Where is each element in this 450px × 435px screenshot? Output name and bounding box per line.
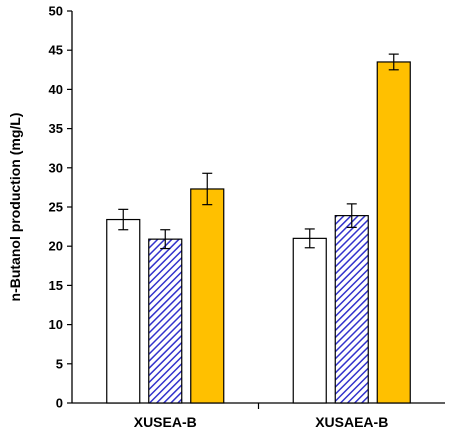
y-tick-label: 40 [49,82,63,97]
bar [376,61,411,404]
y-tick-label: 15 [49,278,63,293]
x-category-label: XUSEA-B [134,414,197,430]
plot-area: 0 5 10 15 20 25 30 35 40 45 50 XUSEA-B XUSAEA-B [49,4,445,430]
x-category-label: XUSAEA-B [315,414,388,430]
y-tick-label: 5 [56,356,63,371]
y-tick-label: 35 [49,121,63,136]
bar [106,218,141,404]
y-tick-label: 30 [49,160,63,175]
bar [292,237,327,404]
y-tick-label: 45 [49,43,63,58]
bar [190,188,225,404]
y-tick-label: 25 [49,200,63,215]
y-tick-label: 10 [49,317,63,332]
y-tick-label: 20 [49,239,63,254]
y-tick-label: 0 [56,396,63,411]
bar [148,238,183,404]
bar [334,215,369,404]
y-axis-title: n-Butanol production (mg/L) [7,113,23,302]
y-tick-label: 50 [49,4,63,19]
